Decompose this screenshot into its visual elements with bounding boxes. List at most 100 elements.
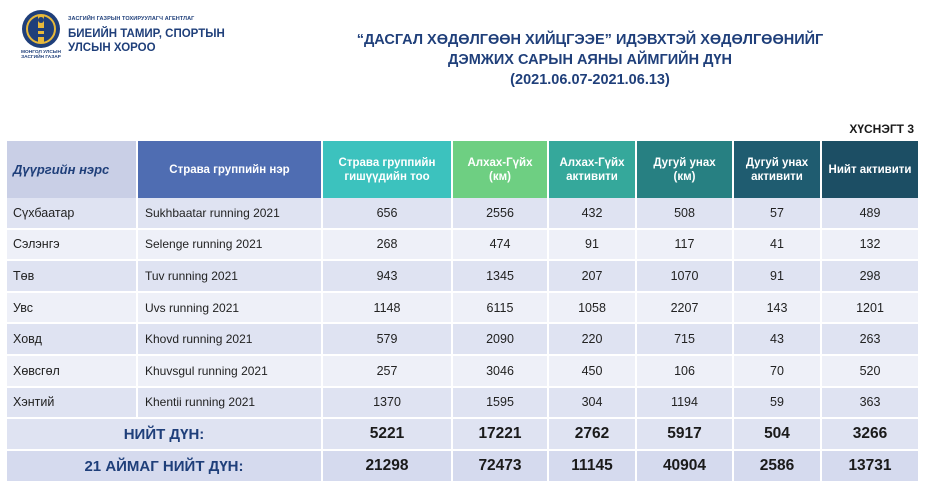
grand-total-row: 21 АЙМАГ НИЙТ ДҮН: 21298 72473 11145 409…: [7, 450, 920, 483]
cell-walk-activity: 91: [548, 228, 637, 262]
header-walk-run-km: Алхах-Гүйх (км): [452, 141, 549, 198]
cell-walk-activity: 450: [548, 354, 637, 388]
cell-province: Сэлэнгэ: [7, 228, 138, 262]
cell-total-activity: 489: [821, 198, 920, 230]
grand-total-walk-activity: 11145: [548, 450, 637, 483]
cell-walk-km: 1345: [452, 260, 549, 293]
cell-bike-activity: 91: [733, 260, 822, 293]
table-header-row: Дүүргийн нэрс Страва группийн нэр Страва…: [7, 141, 920, 198]
table-reference: ХҮСНЭГТ 3: [849, 122, 914, 136]
cell-bike-activity: 143: [733, 291, 822, 325]
table-row: Ховд Khovd running 2021 579 2090 220 715…: [7, 323, 920, 356]
cell-group: Khuvsgul running 2021: [137, 354, 323, 388]
cell-province: Сүхбаатар: [7, 198, 138, 230]
cell-bike-km: 2207: [636, 291, 734, 325]
cell-bike-km: 508: [636, 198, 734, 230]
cell-members: 1370: [322, 386, 453, 420]
cell-members: 579: [322, 323, 453, 356]
cell-bike-km: 1194: [636, 386, 734, 420]
cell-bike-km: 715: [636, 323, 734, 356]
header-province: Дүүргийн нэрс: [7, 141, 138, 198]
report-title: “ДАСГАЛ ХӨДӨЛГӨӨН ХИЙЦГЭЭЕ” ИДЭВХТЭЙ ХӨД…: [290, 30, 890, 90]
cell-total-activity: 520: [821, 354, 920, 388]
header-total-activity: Нийт активити: [821, 141, 920, 198]
cell-walk-km: 1595: [452, 386, 549, 420]
cell-total-activity: 263: [821, 323, 920, 356]
header-bike-km: Дугуй унах (км): [636, 141, 734, 198]
cell-walk-km: 3046: [452, 354, 549, 388]
cell-province: Төв: [7, 260, 138, 293]
agency-name-line-2: УЛСЫН ХОРОО: [68, 42, 156, 54]
cell-walk-km: 474: [452, 228, 549, 262]
cell-total-activity: 363: [821, 386, 920, 420]
cell-walk-activity: 304: [548, 386, 637, 420]
cell-members: 257: [322, 354, 453, 388]
cell-walk-activity: 432: [548, 198, 637, 230]
emblem-caption: МОНГОЛ УЛСЫН ЗАСГИЙН ГАЗАР: [21, 50, 61, 61]
cell-bike-activity: 70: [733, 354, 822, 388]
table-row: Хэнтий Khentii running 2021 1370 1595 30…: [7, 386, 920, 420]
cell-members: 943: [322, 260, 453, 293]
total-bike-km: 5917: [636, 418, 734, 452]
grand-total-walk-km: 72473: [452, 450, 549, 483]
header-walk-run-activity: Алхах-Гүйх активити: [548, 141, 637, 198]
agency-logo: МОНГОЛ УЛСЫН ЗАСГИЙН ГАЗАР ЗАСГИЙН ГАЗРЫ…: [16, 8, 236, 64]
cell-walk-km: 2556: [452, 198, 549, 230]
cell-group: Tuv running 2021: [137, 260, 323, 293]
cell-bike-activity: 43: [733, 323, 822, 356]
table-row: Сүхбаатар Sukhbaatar running 2021 656 25…: [7, 198, 920, 230]
grand-total-bike-activity: 2586: [733, 450, 822, 483]
agency-name-line-1: БИЕИЙН ТАМИР, СПОРТЫН: [68, 28, 225, 40]
cell-bike-km: 1070: [636, 260, 734, 293]
cell-total-activity: 298: [821, 260, 920, 293]
cell-total-activity: 1201: [821, 291, 920, 325]
results-table: Дүүргийн нэрс Страва группийн нэр Страва…: [7, 141, 920, 483]
title-line-1: “ДАСГАЛ ХӨДӨЛГӨӨН ХИЙЦГЭЭЕ” ИДЭВХТЭЙ ХӨД…: [356, 32, 824, 48]
cell-group: Sukhbaatar running 2021: [137, 198, 323, 230]
cell-members: 268: [322, 228, 453, 262]
table-row: Хөвсгөл Khuvsgul running 2021 257 3046 4…: [7, 354, 920, 388]
cell-members: 1148: [322, 291, 453, 325]
total-total-activity: 3266: [821, 418, 920, 452]
mongolia-emblem-icon: МОНГОЛ УЛСЫН ЗАСГИЙН ГАЗАР: [16, 8, 66, 64]
cell-province: Ховд: [7, 323, 138, 356]
cell-bike-activity: 57: [733, 198, 822, 230]
cell-group: Selenge running 2021: [137, 228, 323, 262]
cell-group: Khovd running 2021: [137, 323, 323, 356]
total-walk-km: 17221: [452, 418, 549, 452]
cell-province: Хэнтий: [7, 386, 138, 420]
cell-walk-activity: 1058: [548, 291, 637, 325]
table-row: Сэлэнгэ Selenge running 2021 268 474 91 …: [7, 228, 920, 262]
header-members: Страва группийн гишүүдийн тоо: [322, 141, 453, 198]
total-bike-activity: 504: [733, 418, 822, 452]
total-label: НИЙТ ДҮН:: [7, 418, 323, 452]
total-row: НИЙТ ДҮН: 5221 17221 2762 5917 504 3266: [7, 418, 920, 452]
cell-province: Хөвсгөл: [7, 354, 138, 388]
cell-total-activity: 132: [821, 228, 920, 262]
total-members: 5221: [322, 418, 453, 452]
table-row: Төв Tuv running 2021 943 1345 207 1070 9…: [7, 260, 920, 293]
cell-walk-activity: 207: [548, 260, 637, 293]
grand-total-members: 21298: [322, 450, 453, 483]
cell-bike-km: 117: [636, 228, 734, 262]
cell-group: Uvs running 2021: [137, 291, 323, 325]
cell-members: 656: [322, 198, 453, 230]
grand-total-label: 21 АЙМАГ НИЙТ ДҮН:: [7, 450, 323, 483]
title-line-2: ДЭМЖИХ САРЫН АЯНЫ АЙМГИЙН ДҮН: [448, 52, 732, 68]
cell-walk-activity: 220: [548, 323, 637, 356]
cell-walk-km: 2090: [452, 323, 549, 356]
total-walk-activity: 2762: [548, 418, 637, 452]
cell-bike-activity: 59: [733, 386, 822, 420]
cell-province: Увс: [7, 291, 138, 325]
cell-walk-km: 6115: [452, 291, 549, 325]
grand-total-bike-km: 40904: [636, 450, 734, 483]
header-bike-activity: Дугуй унах активити: [733, 141, 822, 198]
cell-bike-activity: 41: [733, 228, 822, 262]
agency-subtitle: ЗАСГИЙН ГАЗРЫН ТОХИРУУЛАГЧ АГЕНТЛАГ: [68, 16, 195, 22]
table-row: Увс Uvs running 2021 1148 6115 1058 2207…: [7, 291, 920, 325]
title-date-range: (2021.06.07-2021.06.13): [510, 72, 670, 88]
cell-bike-km: 106: [636, 354, 734, 388]
header-strava-group: Страва группийн нэр: [137, 141, 323, 198]
cell-group: Khentii running 2021: [137, 386, 323, 420]
grand-total-total-activity: 13731: [821, 450, 920, 483]
